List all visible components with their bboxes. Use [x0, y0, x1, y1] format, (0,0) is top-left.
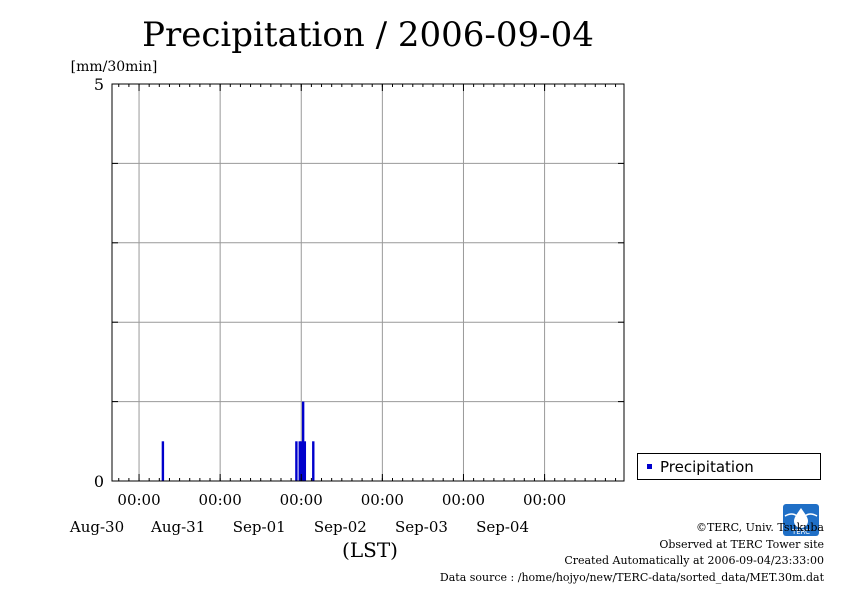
precipitation-bar [295, 441, 298, 481]
axis-ticks [112, 84, 624, 481]
site-text: Observed at TERC Tower site [659, 537, 824, 551]
precipitation-bar [312, 441, 315, 481]
plot-frame [111, 83, 625, 482]
x-tick-date-label: Sep-01 [233, 518, 286, 536]
created-text: Created Automatically at 2006-09-04/23:3… [564, 554, 824, 567]
axis-labels: 00:00 Aug-30 00:00 Aug-31 00:00 Sep-01 00:00 Se… [69, 75, 566, 536]
copyright-text: ©TERC, Univ. Tsukuba [695, 521, 824, 534]
precipitation-bar [300, 441, 303, 481]
precipitation-bar [298, 441, 301, 481]
chart-title: Precipitation / 2006-09-04 [142, 15, 594, 55]
y-axis-unit: [mm/30min] [71, 59, 158, 75]
x-axis-label: (LST) [342, 538, 398, 562]
grid-lines [112, 84, 624, 481]
x-tick-date-label: Aug-30 [69, 518, 124, 536]
chart-credits: ©TERC, Univ. Tsukuba Observed at TERC To… [440, 520, 824, 586]
precipitation-bars [161, 401, 315, 481]
x-tick-time-label: 00:00 [117, 491, 160, 509]
x-tick-time-label: 00:00 [361, 491, 404, 509]
y-tick-label: 5 [94, 75, 104, 94]
x-tick-date-label: Sep-02 [314, 518, 367, 536]
terc-logo-icon: TERC [783, 504, 819, 536]
x-tick-date-label: Sep-04 [476, 518, 529, 536]
precipitation-bar [301, 401, 305, 481]
x-tick-time-label: 00:00 [442, 491, 485, 509]
x-tick-date-label: Aug-31 [150, 518, 205, 536]
legend-label-precipitation: Precipitation [660, 458, 754, 476]
x-tick-time-label: 00:00 [199, 491, 242, 509]
logo-text: TERC [791, 528, 810, 536]
legend-swatch-precipitation [647, 464, 652, 469]
y-tick-label: 0 [94, 472, 104, 491]
legend: Precipitation [637, 453, 821, 480]
source-text: Data source : /home/hojyo/new/TERC-data/… [439, 570, 824, 584]
x-tick-time-label: 00:00 [280, 491, 323, 509]
precipitation-bar [161, 441, 165, 481]
x-tick-date-label: Sep-03 [395, 518, 448, 536]
precipitation-bar [303, 441, 307, 481]
x-tick-time-label: 00:00 [523, 491, 566, 509]
